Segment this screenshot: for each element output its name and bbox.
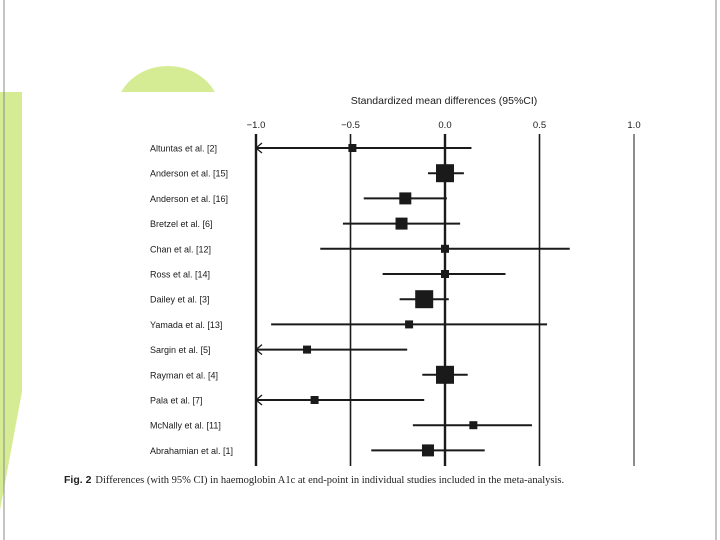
point-estimate <box>469 421 478 430</box>
chart-title: Standardized mean differences (95%CI) <box>351 95 538 107</box>
point-estimate <box>441 270 449 278</box>
study-label: McNally et al. [11] <box>150 421 221 431</box>
x-tick-label: 0.0 <box>438 120 451 131</box>
point-estimate <box>348 144 357 152</box>
point-estimate <box>436 164 454 183</box>
point-estimate <box>395 217 408 230</box>
point-estimate <box>436 365 454 384</box>
study-label: Dailey et al. [3] <box>150 295 210 305</box>
point-estimate <box>310 396 319 404</box>
figure-caption: Fig. 2 Differences (with 95% CI) in haemo… <box>64 474 714 486</box>
caption-text: Differences (with 95% CI) in haemoglobin… <box>95 475 565 486</box>
point-estimate <box>303 345 312 354</box>
x-tick-label: 0.5 <box>533 120 546 131</box>
ci-truncation-arrow <box>254 344 263 356</box>
study-label: Sargin et al. [5] <box>150 345 211 355</box>
point-estimate <box>405 320 414 329</box>
study-label: Altuntas et al. [2] <box>150 144 217 154</box>
x-tick-label: −0.5 <box>341 120 360 131</box>
study-label: Yamada et al. [13] <box>150 320 222 330</box>
study-label: Ross et al. [14] <box>150 270 210 280</box>
point-estimate <box>415 290 434 309</box>
x-tick-label: −1.0 <box>247 120 266 131</box>
ci-truncation-arrow <box>254 394 263 406</box>
ci-truncation-arrow <box>254 142 263 154</box>
point-estimate <box>421 444 434 457</box>
study-label: Abrahamian et al. [1] <box>150 446 233 456</box>
study-rows: Altuntas et al. [2] Anderson et al. [15] A… <box>150 142 570 457</box>
reference-lines <box>254 134 635 466</box>
study-label: Pala et al. [7] <box>150 396 203 406</box>
point-estimate <box>441 244 449 253</box>
point-estimate <box>399 192 412 205</box>
caption-label: Fig. 2 <box>64 474 92 486</box>
x-tick-label: 1.0 <box>627 120 640 131</box>
study-label: Anderson et al. [16] <box>150 194 228 204</box>
green-accent-stripe <box>0 92 26 510</box>
study-label: Anderson et al. [15] <box>150 169 228 179</box>
x-axis-ticks: −1.0 −0.5 0.0 0.5 1.0 <box>247 120 641 131</box>
figure-background <box>22 92 718 472</box>
study-label: Bretzel et al. [6] <box>150 219 213 229</box>
study-label: Chan et al. [12] <box>150 244 211 254</box>
study-label: Rayman et al. [4] <box>150 370 218 380</box>
